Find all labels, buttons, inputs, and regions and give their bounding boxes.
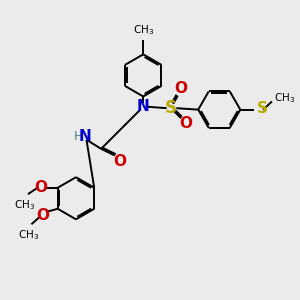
Text: S: S bbox=[165, 99, 177, 117]
Text: CH$_3$: CH$_3$ bbox=[18, 228, 39, 242]
Text: S: S bbox=[257, 101, 268, 116]
Text: O: O bbox=[34, 180, 48, 195]
Text: H: H bbox=[74, 130, 83, 143]
Text: N: N bbox=[137, 99, 150, 114]
Text: CH$_3$: CH$_3$ bbox=[274, 92, 295, 105]
Text: N: N bbox=[79, 129, 92, 144]
Text: CH$_3$: CH$_3$ bbox=[133, 24, 154, 38]
Text: O: O bbox=[113, 154, 126, 169]
Text: O: O bbox=[180, 116, 193, 131]
Text: O: O bbox=[175, 81, 188, 96]
Text: O: O bbox=[37, 208, 50, 223]
Text: CH$_3$: CH$_3$ bbox=[14, 198, 36, 212]
